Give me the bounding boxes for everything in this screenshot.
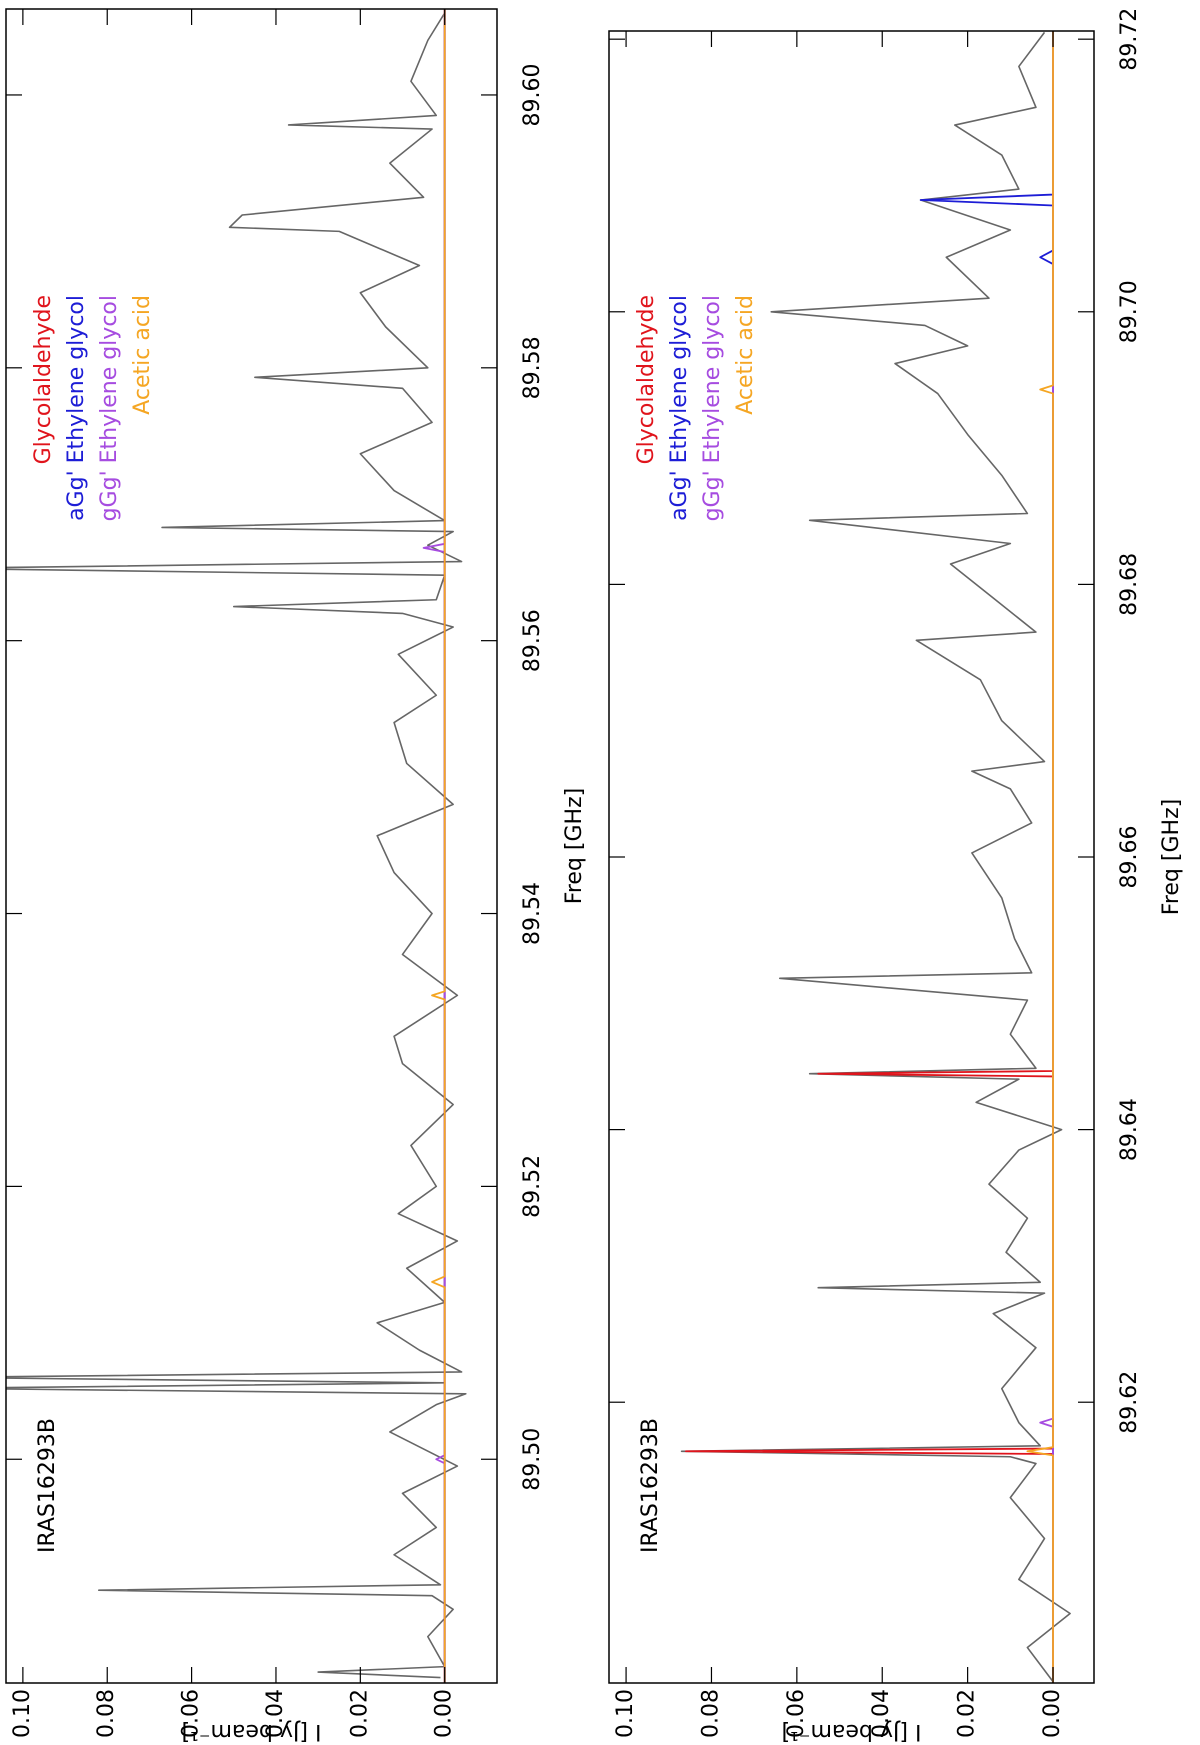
annotation: IRAS16293B [638, 1418, 663, 1553]
x-tick-label: 89.60 [520, 63, 545, 126]
y-tick-label: 0.10 [613, 1689, 638, 1738]
x-tick-label: 89.54 [520, 882, 545, 945]
x-tick-label: 89.72 [1117, 8, 1142, 71]
y-tick-label: 0.00 [1040, 1689, 1065, 1738]
legend-entry: Glycolaldehyde [31, 295, 56, 464]
rotated-plot: 89.50 89.52 89.54 89.56 89.58 89.60 0.00 0.02 0.… [5, 8, 1184, 1744]
legend-entry: aGg' Ethylene glycol [64, 295, 89, 521]
y-tick-label: 0.08 [698, 1689, 723, 1738]
model-line [1026, 31, 1054, 1683]
y-tick-label: 0.06 [179, 1689, 204, 1738]
observed-spectrum [680, 31, 1071, 1683]
model-line [919, 31, 1054, 1683]
x-tick-label: 89.56 [520, 609, 545, 672]
x-tick-label: 89.70 [1117, 280, 1142, 343]
y-tick-label: 0.04 [869, 1689, 894, 1738]
annotation: IRAS16293B [35, 1418, 60, 1553]
y-tick-label: 0.02 [347, 1689, 372, 1738]
y-tick-label: 0.02 [955, 1689, 980, 1738]
x-axis-label: Freq [GHz] [1159, 799, 1184, 915]
model-line [422, 9, 446, 1683]
legend-entry: gGg' Ethylene glycol [700, 295, 725, 521]
x-tick-label: 89.62 [1117, 1371, 1142, 1434]
legend-entry: aGg' Ethylene glycol [667, 295, 692, 521]
x-tick-label: 89.58 [520, 336, 545, 399]
x-tick-label: 89.50 [520, 1428, 545, 1491]
legend-entry: Acetic acid [733, 295, 758, 415]
plot-frame [5, 8, 498, 1684]
legend-entry: Acetic acid [130, 295, 155, 415]
x-tick-label: 89.52 [520, 1155, 545, 1218]
panel: 89.62 89.64 89.66 89.68 89.70 89.72 0.00 0.02 0.… [608, 8, 1184, 1744]
y-axis-label: I [Jy beam⁻¹] [782, 1719, 922, 1744]
y-tick-label: 0.00 [432, 1689, 457, 1738]
plot-area [6, 9, 467, 1683]
x-tick-label: 89.64 [1117, 1098, 1142, 1161]
plot-area [680, 31, 1071, 1683]
legend-entry: gGg' Ethylene glycol [97, 295, 122, 521]
plot-frame [608, 30, 1095, 1684]
y-axis-label: I [Jy beam⁻¹] [182, 1719, 322, 1744]
x-axis-label: Freq [GHz] [562, 788, 587, 904]
y-tick-label: 0.04 [263, 1689, 288, 1738]
y-tick-label: 0.06 [784, 1689, 809, 1738]
model-line [684, 31, 1054, 1683]
panel: 89.50 89.52 89.54 89.56 89.58 89.60 0.00 0.02 0.… [5, 8, 587, 1744]
y-tick-label: 0.10 [10, 1689, 35, 1738]
x-tick-label: 89.68 [1117, 553, 1142, 616]
y-tick-label: 0.08 [94, 1689, 119, 1738]
x-tick-label: 89.66 [1117, 826, 1142, 889]
legend-entry: Glycolaldehyde [634, 295, 659, 464]
observed-spectrum [6, 12, 467, 1679]
model-line [431, 9, 446, 1683]
model-line [1039, 31, 1054, 1683]
